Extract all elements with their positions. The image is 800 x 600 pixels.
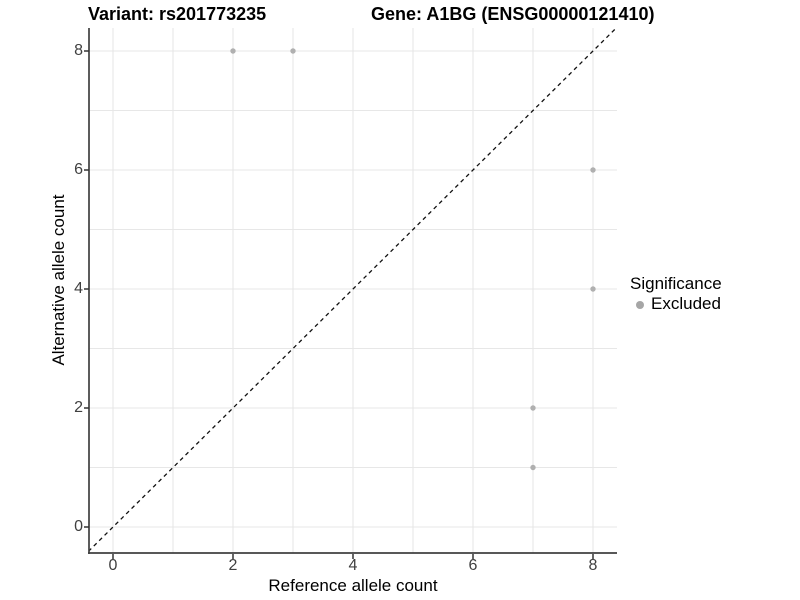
y-tick-label: 2: [74, 399, 83, 416]
x-tick-label: 2: [228, 557, 238, 574]
x-tick-label: 0: [108, 557, 118, 574]
data-point: [590, 167, 596, 173]
x-axis-title: Reference allele count: [268, 576, 438, 595]
plot-title-variant: Variant: rs201773235: [88, 4, 267, 24]
data-point: [230, 48, 236, 54]
legend: Significance Excluded: [630, 274, 722, 314]
y-tick-label: 8: [74, 42, 83, 59]
y-tick-label: 4: [74, 280, 83, 297]
x-tick-label: 6: [468, 557, 478, 574]
data-point: [290, 48, 296, 54]
legend-item-label: Excluded: [651, 294, 721, 313]
x-tick-label: 8: [588, 557, 598, 574]
excluded-marker-icon: [636, 301, 644, 309]
y-tick-label: 0: [74, 518, 83, 535]
legend-item-excluded: Excluded: [630, 294, 722, 314]
legend-title: Significance: [630, 274, 722, 293]
x-tick-label: 4: [348, 557, 358, 574]
y-tick-label: 6: [74, 161, 83, 178]
data-point: [530, 464, 536, 471]
y-axis-title: Alternative allele count: [49, 194, 68, 366]
plot-title-gene: Gene: A1BG (ENSG00000121410): [371, 4, 655, 24]
data-point: [590, 286, 596, 292]
identity-line: [89, 28, 617, 552]
data-point: [530, 405, 536, 411]
